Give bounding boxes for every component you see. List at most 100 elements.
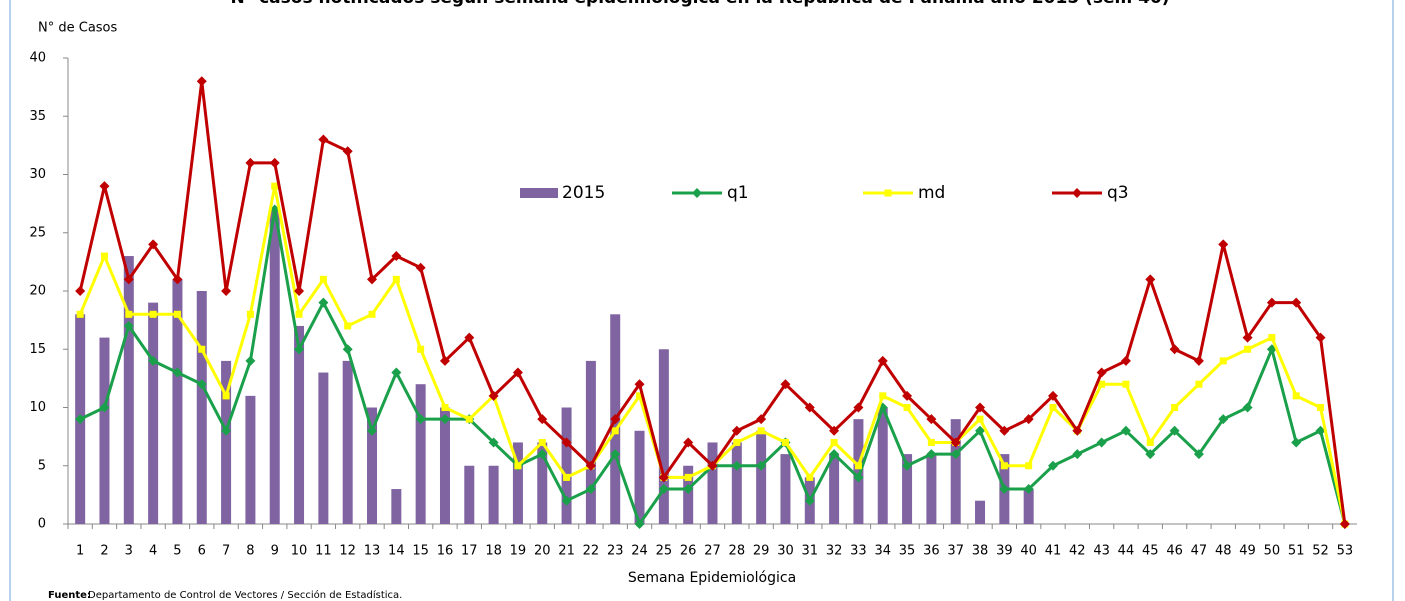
x-tick-label: 24 — [631, 544, 648, 559]
point — [1242, 332, 1253, 343]
point — [1025, 462, 1033, 470]
point — [731, 425, 742, 436]
point — [975, 425, 986, 436]
point — [391, 251, 402, 262]
x-tick-label: 39 — [996, 544, 1013, 559]
bar — [367, 407, 378, 524]
legend-label: md — [918, 183, 945, 203]
x-axis-label: Semana Epidemiológica — [628, 570, 796, 586]
point — [634, 519, 645, 529]
point — [295, 310, 303, 318]
x-tick-label: 26 — [680, 544, 697, 559]
legend-label: 2015 — [562, 183, 605, 203]
point — [830, 438, 838, 446]
point — [999, 425, 1010, 436]
x-tick-label: 3 — [125, 544, 133, 559]
point — [318, 134, 329, 145]
bar — [561, 407, 572, 524]
y-tick-label: 20 — [29, 284, 46, 299]
point — [148, 355, 159, 366]
point — [537, 414, 548, 425]
bar — [585, 360, 596, 524]
point — [781, 438, 789, 446]
point — [636, 392, 644, 400]
point — [1120, 425, 1131, 436]
x-tick-label: 14 — [388, 544, 405, 559]
x-tick-label: 8 — [246, 544, 254, 559]
point — [1023, 484, 1034, 495]
point — [245, 157, 256, 168]
point — [75, 414, 86, 425]
point — [1268, 334, 1276, 342]
point — [1096, 367, 1107, 378]
bar — [415, 384, 426, 524]
bar — [294, 325, 305, 524]
bar — [707, 442, 718, 524]
point — [1000, 462, 1008, 470]
x-tick-label: 35 — [899, 544, 916, 559]
legend-label: q1 — [727, 183, 749, 203]
point — [804, 495, 815, 506]
bar — [780, 454, 791, 524]
point — [684, 473, 692, 481]
point — [1047, 460, 1058, 471]
x-tick-label: 31 — [802, 544, 819, 559]
point — [902, 390, 913, 401]
x-tick-label: 5 — [173, 544, 181, 559]
x-tick-label: 12 — [339, 544, 356, 559]
bar — [148, 302, 159, 524]
point — [488, 390, 499, 401]
bar — [196, 291, 207, 524]
point — [123, 274, 134, 285]
bar — [926, 454, 937, 524]
point — [658, 484, 669, 495]
point — [173, 310, 181, 318]
point — [294, 344, 305, 355]
point — [221, 425, 232, 436]
y-tick-label: 10 — [29, 400, 46, 415]
y-tick-label: 35 — [29, 109, 46, 124]
legend-label: q3 — [1107, 183, 1129, 203]
point — [196, 379, 207, 390]
x-tick-label: 16 — [437, 544, 454, 559]
point — [391, 367, 402, 378]
point — [999, 484, 1010, 495]
point — [271, 182, 279, 190]
point — [563, 473, 571, 481]
point — [172, 367, 183, 378]
point — [417, 345, 425, 353]
x-tick-label: 53 — [1337, 544, 1354, 559]
x-tick-label: 50 — [1264, 544, 1281, 559]
point — [561, 437, 572, 448]
x-tick-label: 36 — [923, 544, 940, 559]
point — [1219, 357, 1227, 365]
bar — [488, 465, 499, 524]
point — [198, 345, 206, 353]
legend-swatch — [520, 188, 558, 198]
point — [854, 462, 862, 470]
point — [1171, 404, 1179, 411]
x-tick-label: 29 — [753, 544, 770, 559]
point — [294, 286, 305, 296]
point — [829, 425, 840, 436]
point — [149, 310, 157, 318]
bar — [512, 442, 523, 524]
chart-title: N° casos notificados según semana epidem… — [230, 0, 1169, 8]
point — [1047, 390, 1058, 401]
point — [99, 402, 110, 413]
bar — [439, 407, 450, 524]
point — [537, 449, 548, 460]
point — [1096, 437, 1107, 448]
point — [441, 404, 449, 411]
bar — [658, 349, 669, 524]
point — [75, 286, 86, 296]
legend-marker — [1072, 188, 1082, 198]
x-tick-label: 6 — [198, 544, 206, 559]
point — [879, 392, 887, 400]
point — [1315, 332, 1326, 343]
x-tick-label: 27 — [704, 544, 721, 559]
point — [76, 310, 84, 318]
x-tick-label: 46 — [1166, 544, 1183, 559]
x-tick-label: 49 — [1239, 544, 1256, 559]
x-tick-label: 34 — [874, 544, 891, 559]
